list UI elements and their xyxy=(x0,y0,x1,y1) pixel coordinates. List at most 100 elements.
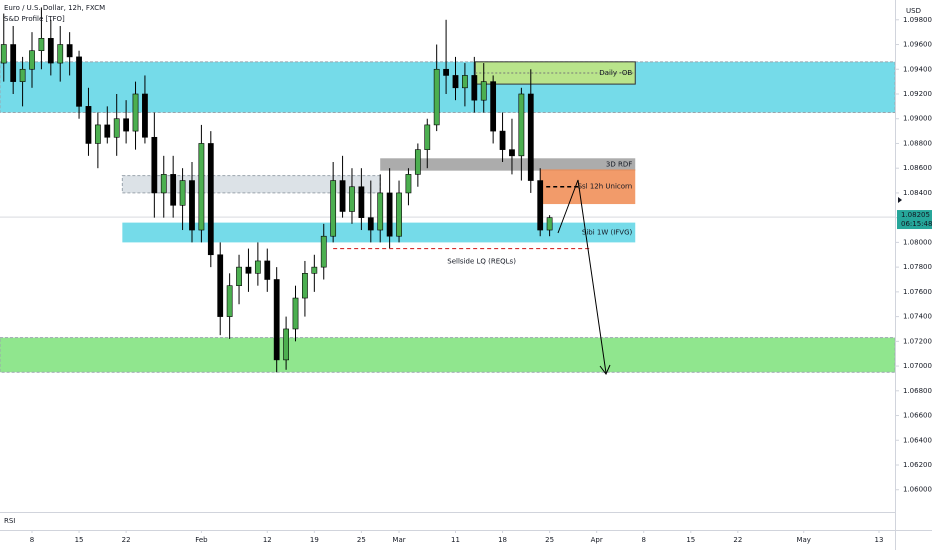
candle-body xyxy=(273,279,280,361)
candle-body xyxy=(29,50,35,70)
x-tick-label: 13 xyxy=(875,536,884,544)
candle-body xyxy=(424,124,431,150)
zone-label: Sibi 1W (IFVG) xyxy=(582,229,633,237)
candle-body xyxy=(339,180,346,212)
candle-body xyxy=(160,174,167,194)
candle-body xyxy=(254,260,261,274)
candle-body xyxy=(349,186,355,212)
candle-body xyxy=(66,44,73,58)
candle-body xyxy=(311,266,318,274)
x-tick-label: 25 xyxy=(357,536,366,544)
x-tick-label: 15 xyxy=(75,536,84,544)
candle-body xyxy=(405,174,412,194)
candle-body xyxy=(0,44,7,64)
countdown: 06:15:48 xyxy=(901,220,932,228)
x-tick-label: 22 xyxy=(122,536,131,544)
x-tick-label: 11 xyxy=(451,536,460,544)
candle-body xyxy=(151,136,158,194)
candle-body xyxy=(386,192,393,237)
candle-body xyxy=(330,180,337,237)
candle-body xyxy=(537,180,544,231)
candle-body xyxy=(170,174,177,206)
arrow-head xyxy=(599,364,611,375)
zone-label: Ssl 12h Unicorn xyxy=(578,183,633,191)
candle-body xyxy=(527,93,534,181)
candle-body xyxy=(443,68,449,76)
indicator-name: S&D Profile [TFO] xyxy=(4,15,65,23)
x-tick-label: 22 xyxy=(733,536,742,544)
candle-body xyxy=(10,44,17,82)
candle-body xyxy=(113,118,120,138)
scroll-marker xyxy=(898,197,902,203)
currency: USD xyxy=(906,7,921,15)
zone-label: 3D RDF xyxy=(606,160,632,168)
zone xyxy=(0,337,896,373)
candle-body xyxy=(123,118,129,132)
chart-title: Euro / U.S. Dollar, 12h, FXCM xyxy=(4,4,105,12)
y-tick-label: 1.09400 xyxy=(903,65,932,73)
y-tick-label: 1.07400 xyxy=(903,313,932,321)
candle-body xyxy=(320,235,327,268)
candle-body xyxy=(358,186,365,218)
x-tick-label: 18 xyxy=(498,536,507,544)
candle-body xyxy=(94,124,101,144)
y-tick-label: 1.06000 xyxy=(903,486,932,494)
y-tick-label: 1.06800 xyxy=(903,387,932,395)
candle-body xyxy=(207,143,214,256)
x-tick-label: 15 xyxy=(686,536,695,544)
candle-body xyxy=(226,285,233,317)
y-tick-label: 1.07600 xyxy=(903,288,932,296)
candle-body xyxy=(480,81,487,101)
pane-label: RSI xyxy=(4,517,15,525)
candle-body xyxy=(302,273,308,299)
candle-body xyxy=(47,38,54,64)
candle-body xyxy=(236,266,242,286)
candle-body xyxy=(414,149,421,175)
zone-label: Daily -OB xyxy=(599,69,632,77)
y-tick-label: 1.06200 xyxy=(903,461,932,469)
candle-body xyxy=(396,192,402,237)
candle-body xyxy=(132,93,139,132)
y-tick-label: 1.08600 xyxy=(903,164,932,172)
y-tick-label: 1.06400 xyxy=(903,436,932,444)
candle-body xyxy=(76,56,82,107)
candle-body xyxy=(38,38,45,52)
x-tick-label: 25 xyxy=(545,536,554,544)
y-tick-label: 1.09000 xyxy=(903,115,932,123)
candle-body xyxy=(433,68,440,126)
projection-arrow xyxy=(557,179,607,374)
candle-body xyxy=(490,81,497,132)
candle-body xyxy=(452,75,459,89)
x-tick-label: May xyxy=(796,536,810,544)
candle-body xyxy=(283,328,289,361)
candle-body xyxy=(179,180,186,206)
y-tick-label: 1.07000 xyxy=(903,362,932,370)
zone xyxy=(122,222,636,243)
y-tick-label: 1.09600 xyxy=(903,41,932,49)
candle-body xyxy=(217,254,224,317)
level-label: Sellside LQ (REQLs) xyxy=(447,258,516,266)
candle-body xyxy=(245,266,252,274)
y-tick-label: 1.06600 xyxy=(903,412,932,420)
candle-body xyxy=(377,192,384,231)
y-tick-label: 1.07800 xyxy=(903,263,932,271)
candle-body xyxy=(292,297,299,330)
x-tick-label: 19 xyxy=(310,536,319,544)
last-price-label: 1.08205 xyxy=(901,211,930,219)
y-tick-label: 1.09200 xyxy=(903,90,932,98)
candle-body xyxy=(142,93,148,138)
y-tick-label: 1.08400 xyxy=(903,189,932,197)
candle-body xyxy=(462,75,468,89)
candle-body xyxy=(104,124,111,138)
candle-body xyxy=(264,260,271,280)
candle-body xyxy=(499,130,506,150)
last-price-badge xyxy=(897,210,932,230)
candle-body xyxy=(518,93,525,157)
x-tick-label: Feb xyxy=(195,536,208,544)
x-tick-label: 12 xyxy=(263,536,272,544)
candle-body xyxy=(509,149,515,157)
y-tick-label: 1.08000 xyxy=(903,238,932,246)
y-tick-label: 1.09800 xyxy=(903,16,932,24)
